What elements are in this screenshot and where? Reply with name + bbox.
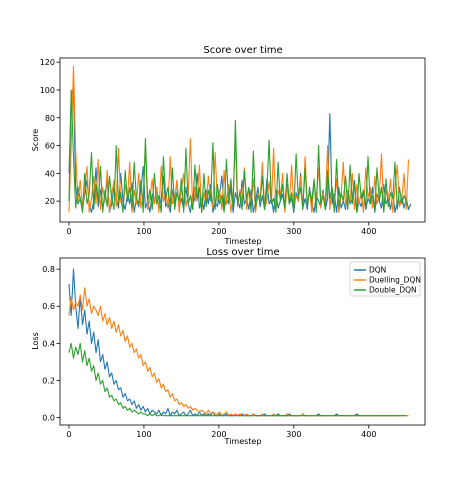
loss-x-tick-label: 100: [136, 430, 151, 439]
score-x-tick-label: 200: [211, 227, 226, 236]
score-y-tick-label: 100: [40, 86, 55, 95]
score-y-tick-label: 20: [45, 197, 55, 206]
score-y-tick-label: 40: [45, 169, 55, 178]
score-y-tick-label: 80: [45, 114, 55, 123]
loss-x-tick-label: 400: [361, 430, 376, 439]
loss-plot-area: [68, 268, 409, 417]
loss-x-axis-label: Timestep: [224, 437, 262, 446]
loss-y-tick-label: 0.0: [42, 414, 55, 423]
score-x-axis-label: Timestep: [224, 237, 262, 246]
score-x-tick-label: 400: [361, 227, 376, 236]
score-y-axis-label: Score: [31, 129, 40, 151]
score-axes-frame: [59, 57, 426, 223]
score-x-tick-label: 0: [66, 227, 71, 236]
loss-axes-frame: [59, 257, 426, 426]
score-series-2-line: [68, 89, 410, 213]
loss-y-tick-label: 0.2: [42, 376, 55, 385]
score-y-ticks: 20 40 60 80 100 120: [40, 58, 60, 206]
loss-y-tick-label: 0.8: [42, 265, 55, 274]
score-y-tick-label: 60: [45, 142, 55, 151]
loss-y-tick-label: 0.6: [42, 302, 55, 311]
loss-chart: Loss over time 0 100 200 300 400 0.00.20.40.…: [31, 247, 426, 446]
legend-label-double-dqn: Double_DQN: [369, 286, 417, 295]
loss-x-tick-label: 300: [286, 430, 301, 439]
score-x-ticks: 0 100 200 300 400: [66, 222, 376, 236]
loss-series-double-dqn-line: [68, 342, 407, 417]
loss-y-axis-label: Loss: [31, 332, 40, 350]
loss-x-ticks: 0 100 200 300 400: [66, 425, 376, 439]
loss-y-tick-label: 0.4: [42, 339, 55, 348]
legend-box: [349, 261, 421, 297]
loss-chart-title: Loss over time: [206, 247, 279, 258]
loss-y-ticks: 0.0 0.2 0.4 0.6 0.8: [42, 265, 60, 423]
score-chart-title: Score over time: [203, 45, 282, 56]
score-y-tick-label: 120: [40, 58, 55, 67]
loss-x-tick-label: 0: [66, 430, 71, 439]
score-x-tick-label: 300: [286, 227, 301, 236]
score-plot-area: [68, 65, 412, 213]
legend-label-duelling-dqn: Duelling_DQN: [369, 276, 421, 285]
score-chart: Score over time 0 100 200 300 400 20 40 60 80 10…: [31, 45, 426, 246]
loss-x-tick-label: 200: [211, 430, 226, 439]
score-x-tick-label: 100: [136, 227, 151, 236]
legend-label-dqn: DQN: [369, 266, 386, 275]
